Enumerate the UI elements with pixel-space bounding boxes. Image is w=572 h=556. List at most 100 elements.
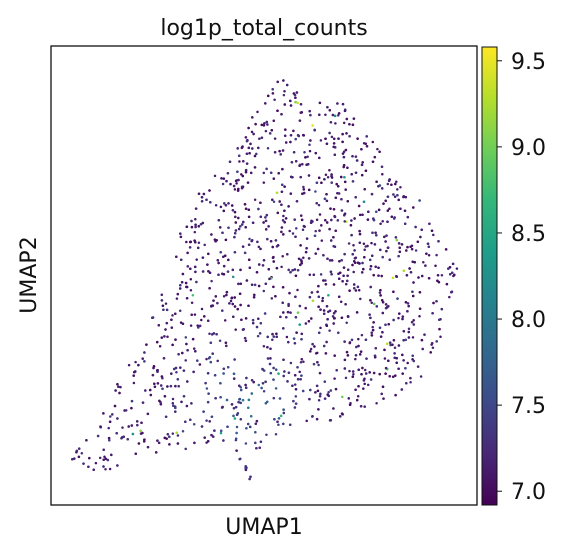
scatter-point [445,282,449,286]
scatter-point [247,126,250,130]
scatter-point [396,194,399,197]
scatter-point [298,370,301,374]
scatter-point [378,372,381,376]
scatter-point [396,297,399,300]
scatter-point [330,173,333,176]
scatter-point [412,281,415,284]
scatter-point [271,88,274,91]
scatter-point [385,249,388,253]
scatter-point [370,254,374,257]
scatter-point [273,417,276,421]
scatter-point [266,357,270,360]
scatter-point [92,468,95,471]
scatter-point [272,177,276,180]
scatter-point [298,163,302,167]
scatter-point [77,447,81,450]
scatter-point [360,271,364,274]
scatter-point [332,322,335,325]
scatter-point [238,292,242,296]
scatter-point [287,205,290,208]
scatter-point [289,192,293,195]
scatter-point [204,381,207,385]
scatter-point [192,423,196,426]
scatter-point [210,415,214,419]
scatter-point [430,342,434,345]
scatter-point [185,404,189,408]
scatter-point [281,149,285,152]
scatter-point [189,288,193,292]
scatter-point [181,351,184,355]
scatter-point [309,139,312,142]
scatter-point [234,179,238,183]
scatter-point [249,475,252,478]
scatter-point [325,199,329,203]
scatter-point [297,134,301,138]
scatter-point [304,250,308,254]
scatter-point [308,109,311,113]
scatter-point [248,237,251,241]
scatter-point [127,425,130,428]
scatter-point [207,392,210,395]
scatter-point [348,341,352,345]
scatter-point [329,270,333,274]
scatter-point [291,268,294,272]
scatter-point [226,270,230,273]
scatter-point [98,456,102,460]
scatter-point [328,329,331,332]
scatter-point [344,302,347,306]
scatter-point [324,218,327,222]
scatter-point [292,337,296,340]
scatter-point [284,141,288,144]
scatter-point [409,245,412,248]
scatter-point [184,281,188,285]
scatter-point [198,363,202,366]
scatter-point [309,388,312,392]
scatter-point [437,280,441,284]
scatter-point [224,238,228,242]
scatter-point [381,255,384,259]
scatter-point [329,207,332,210]
scatter-point [235,425,239,429]
scatter-point [225,293,228,297]
scatter-point [143,351,146,354]
scatter-point [414,225,417,229]
scatter-point [339,300,343,304]
scatter-point [178,287,182,290]
scatter-point [325,340,328,344]
scatter-point [440,307,444,311]
scatter-point [328,309,332,312]
scatter-point [261,264,265,267]
scatter-point [274,387,278,390]
scatter-point [177,385,180,388]
scatter-point [160,336,164,339]
scatter-point [279,153,282,156]
scatter-point [332,407,335,410]
scatter-point [307,188,311,192]
scatter-point [288,291,291,295]
scatter-point [384,323,387,327]
scatter-point [355,345,358,349]
scatter-point [361,261,364,265]
scatter-point [210,279,213,283]
scatter-point [142,440,146,443]
scatter-point [213,373,217,377]
scatter-point [333,215,337,219]
scatter-point [289,175,293,179]
scatter-point [405,249,408,252]
scatter-point [406,309,409,313]
scatter-point [266,94,270,98]
scatter-point [197,225,201,228]
scatter-point [440,273,444,277]
scatter-point [352,270,355,274]
scatter-point [365,357,368,360]
scatter-point [451,262,455,266]
scatter-point [141,431,144,435]
scatter-point [275,332,278,336]
scatter-point [280,190,284,194]
scatter-point [253,293,256,297]
scatter-point [319,392,322,396]
scatter-point [254,422,258,426]
scatter-point [185,297,189,300]
scatter-point [266,123,269,126]
scatter-point [269,347,272,351]
